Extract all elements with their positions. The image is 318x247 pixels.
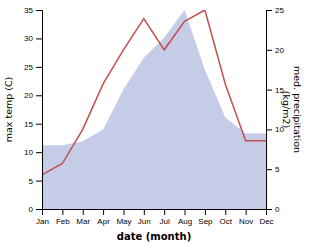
tick: 10 (24, 148, 42, 157)
tick-mark (266, 209, 272, 210)
tick: 25 (266, 6, 284, 15)
tick-mark (36, 38, 42, 39)
y2-axis-title: med. precipitation(kg/m2) (281, 66, 303, 153)
tick-label: Dec (259, 217, 273, 226)
tick: May (116, 209, 131, 226)
chart: JanFebMarAprMayJunJulAugSepOctNovDec0510… (0, 0, 318, 247)
tick-mark (103, 209, 104, 215)
tick-mark (185, 209, 186, 215)
tick-mark (36, 152, 42, 153)
tick-label: Nov (239, 217, 253, 226)
tick: 0 (29, 205, 42, 214)
tick-label: 20 (275, 46, 284, 55)
tick-label: 30 (24, 34, 33, 43)
tick-mark (246, 209, 247, 215)
marks (42, 10, 266, 209)
tick-label: Mar (76, 217, 90, 226)
tick-mark (266, 90, 272, 91)
tick: 0 (266, 205, 280, 214)
x-axis-title: date (month) (117, 231, 191, 242)
tick-label: 0 (29, 205, 34, 214)
temperature-line (42, 10, 266, 175)
tick-label: Aug (178, 217, 192, 226)
tick-label: 10 (24, 148, 33, 157)
tick-mark (225, 209, 226, 215)
tick-label: 25 (24, 63, 33, 72)
tick-mark (36, 181, 42, 182)
tick-mark (36, 209, 42, 210)
tick-label: 15 (24, 120, 33, 129)
tick: 30 (24, 34, 42, 43)
y-axis-title: max temp (C) (3, 77, 14, 143)
tick: Jun (138, 209, 151, 226)
tick: 25 (24, 63, 42, 72)
tick-mark (266, 10, 272, 11)
x-axis: Jan Feb Mar Apr May Jun Jul Aug Sep Oct Nov Dec (36, 209, 274, 226)
tick-label: Feb (56, 217, 70, 226)
tick-label: Sep (198, 217, 213, 226)
tick-label: 25 (275, 6, 284, 15)
tick-mark (205, 209, 206, 215)
tick-mark (144, 209, 145, 215)
plot-area: JanFebMarAprMayJunJulAugSepOctNovDec0510… (3, 6, 303, 242)
y-axis: 0 5 10 15 20 25 30 35 (24, 6, 42, 214)
tick-mark (266, 169, 272, 170)
y2-axis-title-line: med. precipitation (292, 66, 303, 153)
tick-mark (36, 95, 42, 96)
tick-mark (164, 209, 165, 215)
tick-label: Jan (36, 217, 49, 226)
axis-line (43, 210, 267, 216)
tick-mark (62, 209, 63, 215)
tick: Oct (220, 209, 233, 226)
tick: 5 (29, 177, 42, 186)
tick-label: Apr (97, 217, 110, 226)
tick: 20 (24, 91, 42, 100)
tick: Dec (259, 209, 273, 226)
tick-label: Jul (160, 217, 170, 226)
tick: 35 (24, 6, 42, 15)
tick: Jan (36, 209, 49, 226)
axis-line (36, 11, 43, 210)
tick-label: 20 (24, 91, 33, 100)
tick-mark (83, 209, 84, 215)
tick-label: 35 (24, 6, 33, 15)
y2-axis-title-line: (kg/m2) (281, 91, 292, 128)
tick-label: 5 (29, 177, 34, 186)
tick-mark (123, 209, 124, 215)
tick-mark (36, 124, 42, 125)
tick: 20 (266, 46, 284, 55)
tick: Jul (160, 209, 170, 226)
tick-label: May (116, 217, 131, 226)
tick: Feb (56, 209, 70, 226)
tick-mark (36, 67, 42, 68)
tick-label: Jun (138, 217, 151, 226)
tick: Mar (76, 209, 90, 226)
tick-label: Oct (220, 217, 233, 226)
tick: Aug (178, 209, 192, 226)
tick: Apr (97, 209, 110, 226)
tick: Nov (239, 209, 253, 226)
tick-label: 5 (275, 165, 280, 174)
axis-line (267, 11, 273, 210)
tick: 5 (266, 165, 280, 174)
tick-mark (266, 50, 272, 51)
tick: Sep (198, 209, 213, 226)
tick-mark (36, 10, 42, 11)
tick-mark (266, 129, 272, 130)
tick: 15 (24, 120, 42, 129)
chart-container: JanFebMarAprMayJunJulAugSepOctNovDec0510… (0, 0, 318, 247)
tick-label: 0 (275, 205, 280, 214)
precipitation-area (42, 10, 266, 209)
